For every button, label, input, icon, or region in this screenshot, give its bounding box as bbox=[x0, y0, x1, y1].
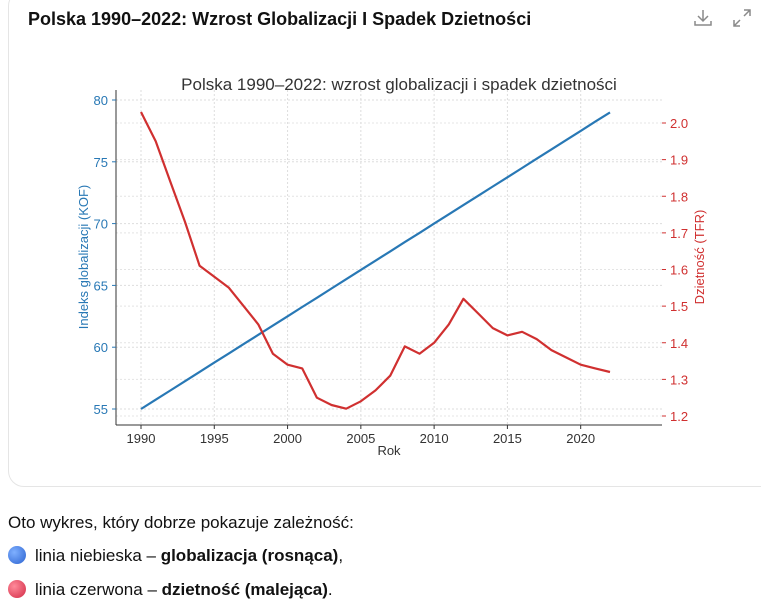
chart-card bbox=[8, 0, 761, 487]
fertility-line bbox=[140, 111, 611, 410]
y-left-tick-label: 60 bbox=[94, 340, 108, 355]
x-axis-label: Rok bbox=[377, 443, 401, 458]
chart-title: Polska 1990–2022: wzrost globalizacji i … bbox=[181, 75, 617, 94]
y-right-tick-label: 1.8 bbox=[670, 189, 688, 204]
legend-item-blue: linia niebieska – globalizacja (rosnąca)… bbox=[8, 546, 343, 566]
y-right-tick-label: 2.0 bbox=[670, 116, 688, 131]
expand-icon[interactable] bbox=[730, 6, 754, 30]
y-right-axis-label: Dzietność (TFR) bbox=[692, 210, 707, 305]
x-tick-label: 2005 bbox=[346, 431, 375, 446]
y-left-tick-label: 75 bbox=[94, 155, 108, 170]
y-right-tick-label: 1.7 bbox=[670, 226, 688, 241]
y-left-tick-label: 80 bbox=[94, 93, 108, 108]
globalization-line bbox=[140, 111, 611, 410]
item1-end: , bbox=[338, 546, 344, 565]
x-tick-label: 2020 bbox=[566, 431, 595, 446]
y-right-tick-label: 1.9 bbox=[670, 153, 688, 168]
blue-circle-icon bbox=[8, 546, 26, 564]
x-tick-label: 2015 bbox=[493, 431, 522, 446]
y-right-tick-label: 1.4 bbox=[670, 336, 688, 351]
x-tick-label: 1995 bbox=[200, 431, 229, 446]
y-right-tick-label: 1.3 bbox=[670, 372, 688, 387]
item1-bold: globalizacja (rosnąca) bbox=[160, 546, 339, 565]
legend-item-red: linia czerwona – dzietność (malejąca). bbox=[8, 580, 333, 600]
y-right-tick-label: 1.6 bbox=[670, 263, 688, 278]
item2-end: . bbox=[327, 580, 333, 599]
y-right-tick-label: 1.2 bbox=[670, 409, 688, 424]
item1-text: linia niebieska – bbox=[35, 546, 161, 565]
y-left-tick-label: 70 bbox=[94, 217, 108, 232]
item2-bold: dzietność (malejąca) bbox=[161, 580, 328, 599]
intro-text: Oto wykres, który dobrze pokazuje zależn… bbox=[8, 513, 354, 532]
y-right-tick-label: 1.5 bbox=[670, 299, 688, 314]
y-left-tick-label: 65 bbox=[94, 278, 108, 293]
y-left-axis-label: Indeks globalizacji (KOF) bbox=[76, 185, 91, 330]
red-circle-icon bbox=[8, 580, 26, 598]
x-tick-label: 1990 bbox=[127, 431, 156, 446]
download-icon[interactable] bbox=[691, 6, 715, 30]
y-left-tick-label: 55 bbox=[94, 402, 108, 417]
x-tick-label: 2000 bbox=[273, 431, 302, 446]
card-title: Polska 1990–2022: Wzrost Globalizacji I … bbox=[28, 9, 532, 29]
chart: 1990 1995 2000 2005 2010 2015 2020 55 60 65 70 75 80… bbox=[76, 75, 707, 458]
x-tick-label: 2010 bbox=[420, 431, 449, 446]
item2-text: linia czerwona – bbox=[35, 580, 162, 599]
